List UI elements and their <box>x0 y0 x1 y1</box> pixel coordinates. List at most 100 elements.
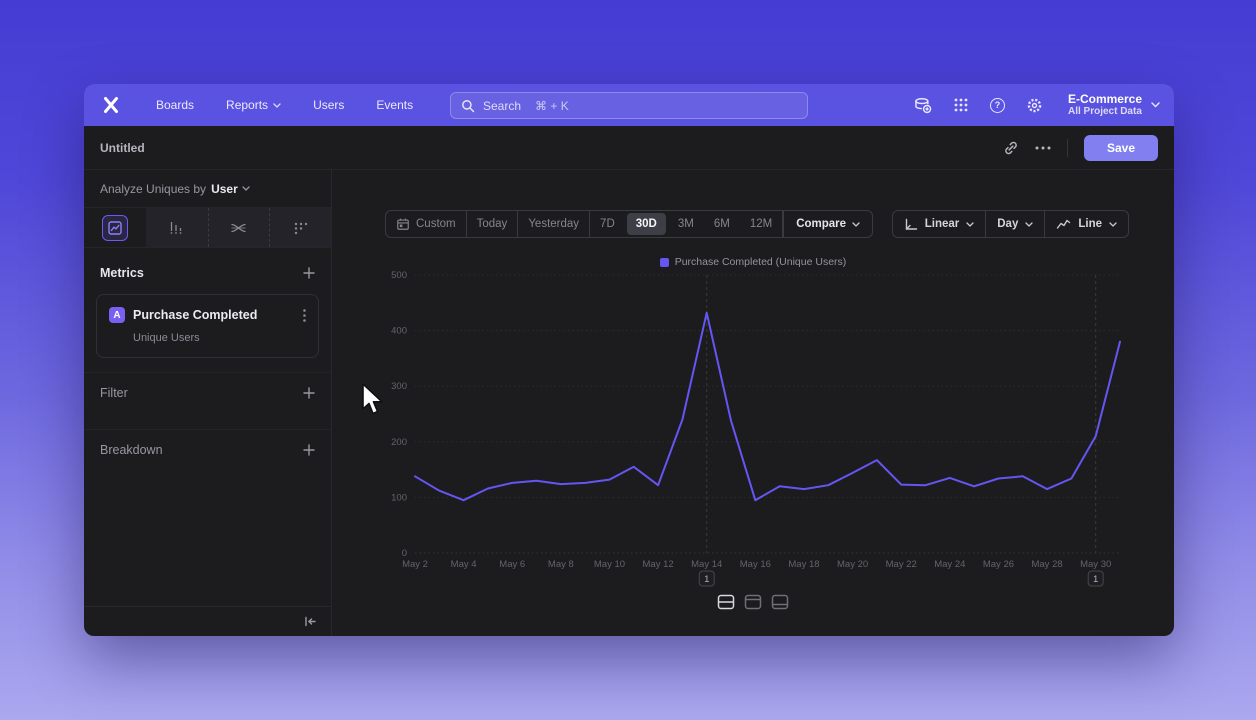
layout-split-view-icon[interactable] <box>717 594 735 610</box>
search-placeholder: Search <box>483 98 522 113</box>
chart-type-dropdown[interactable]: Line <box>1044 211 1128 237</box>
metric-card[interactable]: A Purchase Completed Unique Users <box>96 294 319 358</box>
report-title[interactable]: Untitled <box>100 140 145 155</box>
svg-text:400: 400 <box>391 326 407 337</box>
range-6m[interactable]: 6M <box>713 218 730 230</box>
range-30d[interactable]: 30D <box>626 213 666 235</box>
chevron-down-icon <box>242 186 250 191</box>
scale-dropdown[interactable]: Linear <box>893 211 986 237</box>
range-7d[interactable]: 7D <box>600 218 615 230</box>
range-custom[interactable]: Custom <box>386 211 467 237</box>
compare-dropdown[interactable]: Compare <box>783 211 872 237</box>
metric-measurement[interactable]: Unique Users <box>133 332 200 344</box>
range-3m[interactable]: 3M <box>677 218 694 230</box>
search-input[interactable]: Search ⌘ + K <box>450 92 808 119</box>
chart-legend[interactable]: Purchase Completed (Unique Users) <box>332 256 1174 268</box>
axis-scale-icon <box>905 218 917 230</box>
svg-text:May 2: May 2 <box>402 559 428 570</box>
svg-text:May 16: May 16 <box>740 559 771 570</box>
interval-dropdown[interactable]: Day <box>985 211 1044 237</box>
layout-toggle-group <box>717 594 789 610</box>
query-builder-sidebar: Analyze Uniques by User <box>84 170 332 636</box>
metrics-section-header: Metrics <box>84 248 331 290</box>
svg-text:May 10: May 10 <box>594 559 625 570</box>
chevron-down-icon <box>1025 221 1034 227</box>
filter-label: Filter <box>100 386 128 400</box>
chevron-down-icon <box>1109 221 1117 227</box>
chevron-down-icon <box>273 102 281 108</box>
svg-text:May 24: May 24 <box>934 559 965 570</box>
chart-options-group: Linear Day Line <box>891 210 1129 238</box>
range-yesterday[interactable]: Yesterday <box>518 211 591 237</box>
svg-text:May 26: May 26 <box>983 559 1014 570</box>
sidebar-footer <box>84 606 331 636</box>
flows-icon <box>231 223 247 232</box>
svg-text:300: 300 <box>391 381 407 392</box>
legend-swatch <box>659 257 669 267</box>
x-axis-labels: May 2 May 4 May 6 May 8 May 10 May 12 May 14 Ma… <box>402 559 1111 570</box>
report-type-tabs <box>84 208 331 248</box>
svg-text:May 28: May 28 <box>1031 559 1062 570</box>
svg-text:May 14: May 14 <box>691 559 722 570</box>
analyze-entity-dropdown[interactable]: User <box>211 182 250 196</box>
data-stack-icon[interactable] <box>914 97 932 114</box>
breakdown-section: Breakdown <box>84 429 331 470</box>
annotation-marker[interactable]: 1 <box>698 570 715 587</box>
more-options-icon[interactable] <box>1035 146 1051 150</box>
add-filter-icon[interactable] <box>303 387 315 399</box>
date-range-group: Custom Today Yesterday 7D 30D 3M 6M 12M Compare <box>385 210 874 238</box>
nav-right: ? E-Commerce All Project Data <box>914 84 1160 126</box>
line-chart-icon <box>1057 219 1071 229</box>
svg-text:0: 0 <box>402 548 407 559</box>
settings-gear-icon[interactable] <box>1026 97 1043 114</box>
chevron-down-icon <box>966 221 974 227</box>
tab-flows[interactable] <box>207 208 270 247</box>
project-selector[interactable]: E-Commerce All Project Data <box>1067 92 1160 118</box>
svg-text:100: 100 <box>391 492 407 503</box>
nav-item-boards[interactable]: Boards <box>156 98 195 112</box>
report-header: Untitled Save <box>84 126 1174 170</box>
layout-chart-only-icon[interactable] <box>744 594 762 610</box>
mixpanel-logo-icon[interactable] <box>100 94 122 116</box>
svg-text:1: 1 <box>704 574 709 585</box>
chart-panel: Custom Today Yesterday 7D 30D 3M 6M 12M Compare … <box>332 170 1174 636</box>
svg-text:May 18: May 18 <box>788 559 819 570</box>
annotation-marker[interactable]: 1 <box>1087 570 1104 587</box>
save-button[interactable]: Save <box>1083 134 1158 161</box>
svg-text:May 8: May 8 <box>548 559 574 570</box>
tab-retention[interactable] <box>269 208 331 247</box>
svg-text:May 12: May 12 <box>643 559 674 570</box>
nav-item-users[interactable]: Users <box>313 98 345 112</box>
svg-text:May 20: May 20 <box>837 559 868 570</box>
nav-menu: Boards Reports Users Events <box>156 98 413 112</box>
calendar-icon <box>397 218 409 230</box>
add-metric-icon[interactable] <box>303 267 315 279</box>
chevron-down-icon <box>1151 102 1160 108</box>
tab-insights[interactable] <box>84 208 146 247</box>
nav-item-reports[interactable]: Reports <box>226 98 281 112</box>
app-window: Boards Reports Users Events Search ⌘ + K <box>84 84 1174 636</box>
filter-section: Filter <box>84 372 331 413</box>
range-12m[interactable]: 12M <box>740 211 784 237</box>
search-icon <box>461 99 475 113</box>
analyze-row: Analyze Uniques by User <box>84 170 331 208</box>
metrics-label: Metrics <box>100 266 144 280</box>
metric-badge: A <box>109 307 125 323</box>
svg-text:200: 200 <box>391 437 407 448</box>
divider <box>1066 138 1068 157</box>
tab-funnels[interactable] <box>145 208 208 247</box>
help-icon[interactable]: ? <box>989 97 1005 113</box>
collapse-sidebar-icon[interactable] <box>303 615 317 628</box>
range-today[interactable]: Today <box>467 211 519 237</box>
add-breakdown-icon[interactable] <box>303 444 315 456</box>
project-scope: All Project Data <box>1067 105 1142 117</box>
metric-kebab-icon[interactable] <box>303 308 306 322</box>
apps-grid-icon[interactable] <box>953 97 969 113</box>
share-link-icon[interactable] <box>1003 140 1019 156</box>
nav-item-events[interactable]: Events <box>376 98 414 112</box>
svg-text:May 6: May 6 <box>499 559 525 570</box>
layout-table-only-icon[interactable] <box>771 594 789 610</box>
svg-text:1: 1 <box>1093 574 1098 585</box>
y-axis-labels: 0 100 200 300 400 500 <box>391 270 407 559</box>
